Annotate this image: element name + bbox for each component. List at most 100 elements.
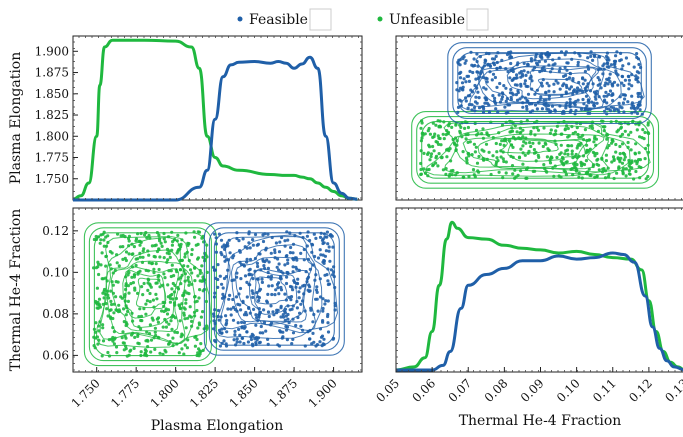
feasible-upper-point [635,52,639,56]
unfeasible-lower-point [96,342,100,346]
feasible-lower-point [326,321,330,325]
unfeasible-upper-point [429,152,434,156]
feasible-upper-point [467,79,471,83]
unfeasible-upper-point [592,140,596,144]
unfeasible-lower-point [201,255,205,259]
feasible-lower-point [279,304,283,308]
feasible-upper-point [484,98,489,102]
feasible-lower-point [283,311,287,315]
unfeasible-upper-point [431,144,435,149]
unfeasible-upper-point [611,155,616,159]
feasible-lower-point [257,299,261,303]
feasible-upper-point [545,81,549,85]
unfeasible-upper-point [495,156,499,160]
feasible-lower-point [326,330,331,334]
unfeasible-lower-point [126,284,130,288]
unfeasible-upper-point [422,151,426,155]
feasible-upper-point [622,83,626,88]
feasible-lower-point [270,284,274,288]
feasible-upper-point [553,62,557,66]
feasible-lower-point [264,329,268,333]
unfeasible-upper-point [529,129,533,134]
unfeasible-upper-point [593,154,597,158]
unfeasible-lower-point [195,308,199,313]
unfeasible-upper-point [532,148,537,152]
feasible-upper-point [556,81,560,85]
unfeasible-lower-point [187,283,191,287]
unfeasible-upper-contour [443,121,631,176]
unfeasible-upper-point [595,162,599,166]
unfeasible-lower-point [124,258,128,263]
unfeasible-lower-point [168,296,172,300]
unfeasible-lower-point [169,269,173,273]
unfeasible-lower-point [149,350,153,354]
unfeasible-lower-contour [88,227,212,362]
legend-unfeasible-dot-icon [377,16,383,22]
feasible-upper-point [629,106,634,110]
unfeasible-lower-point [143,348,147,352]
unfeasible-lower-point [124,313,128,317]
feasible-upper-point [562,74,566,78]
feasible-upper-point [460,81,465,85]
unfeasible-lower-point [118,245,122,249]
feasible-upper-point [500,95,505,99]
unfeasible-lower-point [157,233,161,237]
feasible-upper-point [509,87,513,92]
unfeasible-lower-point [186,243,190,247]
unfeasible-lower-point [182,311,186,315]
unfeasible-lower-point [187,280,191,284]
unfeasible-upper-point [481,127,485,131]
feasible-lower-point [327,249,331,253]
he4-x-tick-label: 0.11 [590,376,619,405]
feasible-lower-point [291,251,295,255]
unfeasible-upper-contour [477,138,588,170]
unfeasible-lower-point [142,281,146,286]
unfeasible-upper-point [474,145,478,149]
feasible-lower-point [265,300,269,304]
feasible-upper-point [522,61,526,65]
unfeasible-lower-point [148,323,152,327]
unfeasible-lower-point [168,300,172,304]
feasible-upper-point [523,82,527,86]
feasible-lower-point [279,315,283,319]
unfeasible-lower-point [167,322,171,326]
unfeasible-upper-point [468,140,472,144]
feasible-upper-point [621,101,626,105]
feasible-lower-point [248,267,252,271]
unfeasible-upper-point [426,152,430,156]
feasible-upper-point [601,64,605,68]
feasible-upper-point [583,69,588,74]
unfeasible-upper-point [499,155,503,159]
he4-x-tick-label: 0.07 [446,376,475,405]
unfeasible-lower-point [170,327,174,331]
feasible-upper-point [515,98,520,102]
feasible-lower-point [288,308,292,312]
unfeasible-lower-point [145,330,149,334]
feasible-lower-point [259,324,263,329]
unfeasible-upper-point [573,130,578,134]
feasible-upper-point [609,63,614,67]
feasible-lower-point [247,273,251,277]
feasible-lower-point [291,288,295,292]
unfeasible-upper-point [434,140,438,144]
feasible-upper-point [632,65,636,69]
feasible-upper-point [510,91,514,95]
feasible-upper-point [543,59,548,63]
unfeasible-upper-point [566,126,570,131]
feasible-lower-point [318,340,322,344]
feasible-lower-point [324,299,328,303]
elongation-x-tick-label: 1.750 [69,376,103,410]
feasible-lower-point [245,295,249,299]
elongation-y-tick-label: 1.825 [35,108,69,122]
unfeasible-lower-contour [93,232,207,357]
feasible-lower-point [284,324,288,329]
feasible-lower-point [267,260,271,264]
feasible-upper-point [539,55,544,59]
feasible-lower-point [324,249,328,253]
unfeasible-lower-point [169,319,173,323]
unfeasible-lower-point [98,305,102,309]
unfeasible-upper-point [619,156,623,160]
panel-scatter-upper [395,35,683,201]
feasible-upper-point [637,62,641,67]
feasible-upper-point [502,84,506,88]
